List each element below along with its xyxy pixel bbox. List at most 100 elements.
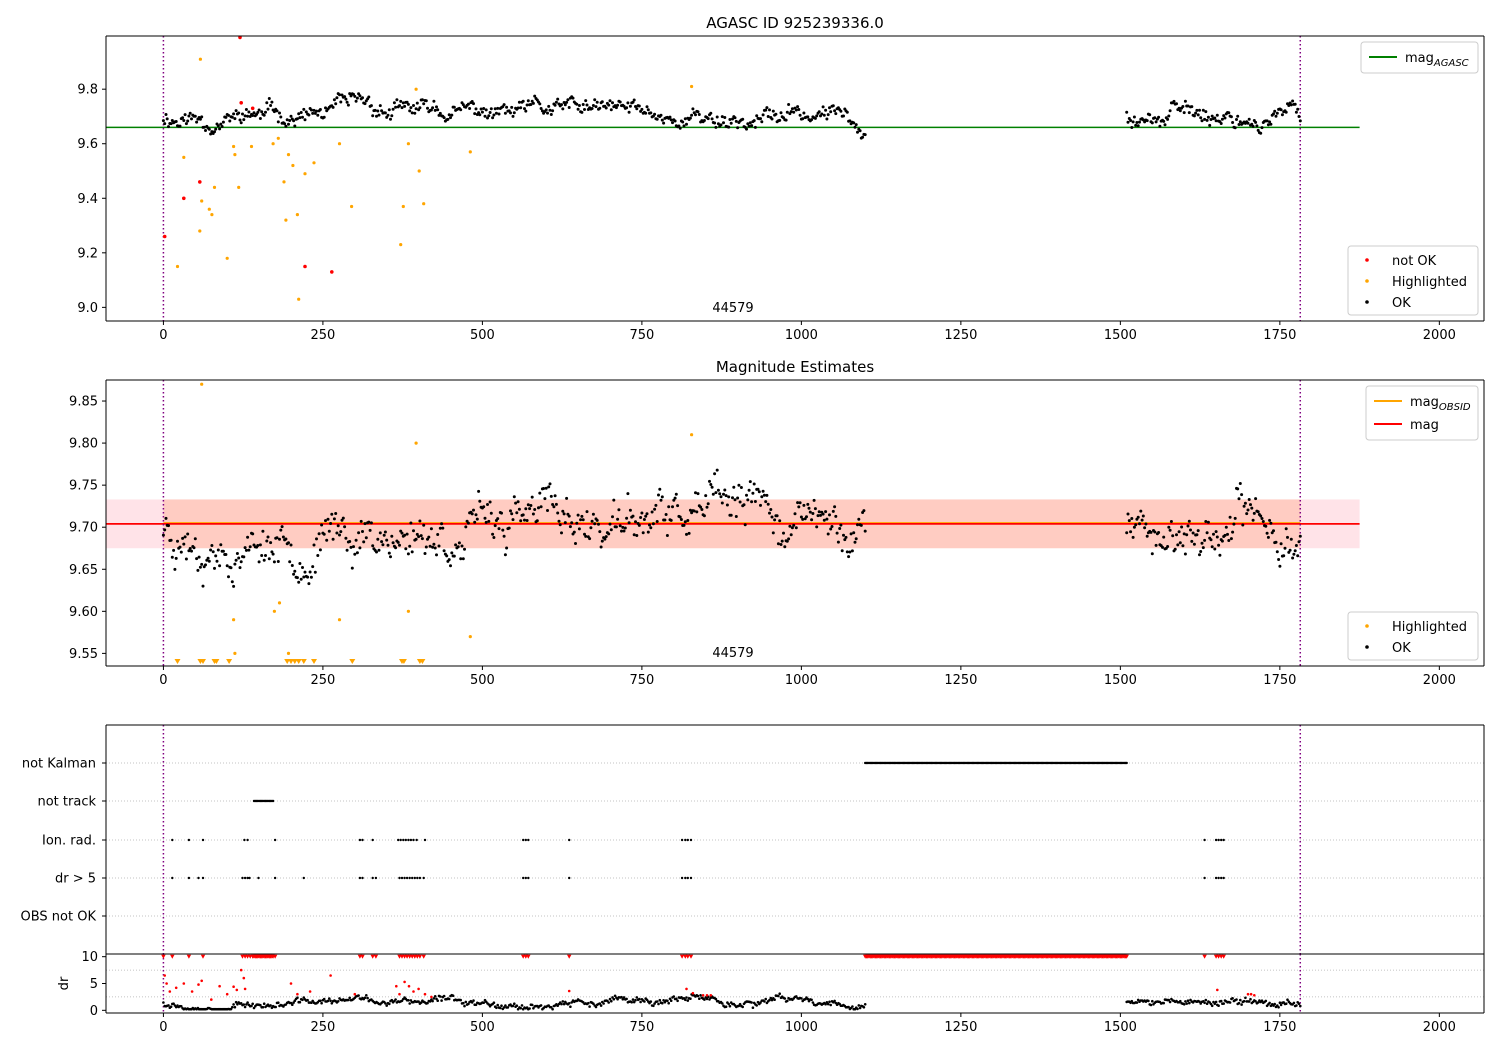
ok-point xyxy=(207,559,211,563)
ok-point xyxy=(553,103,557,107)
ok-point xyxy=(441,526,445,530)
dr-point xyxy=(516,1007,520,1011)
ok-point xyxy=(644,111,648,115)
flag-point xyxy=(1217,876,1220,880)
ok-point xyxy=(330,512,334,516)
ok-point xyxy=(487,519,491,523)
y-tick-label: 9.70 xyxy=(69,521,98,536)
highlighted-point xyxy=(401,204,405,209)
ok-point xyxy=(470,512,474,516)
ok-point xyxy=(1196,113,1200,117)
flag-point xyxy=(680,838,684,842)
ok-point xyxy=(1183,99,1187,103)
dr-point xyxy=(806,997,810,1001)
dr-point xyxy=(426,1001,429,1005)
flag-point xyxy=(416,876,419,880)
ok-point xyxy=(1254,497,1258,501)
x-tick-label: 1500 xyxy=(1104,673,1137,688)
ok-point xyxy=(230,580,234,584)
ok-point xyxy=(1186,524,1190,528)
ok-point xyxy=(1254,120,1258,124)
x-tick-label: 750 xyxy=(629,328,654,343)
ok-point xyxy=(181,116,185,120)
ok-point xyxy=(320,523,324,527)
flag-point xyxy=(1214,838,1218,842)
dr-point xyxy=(562,1002,566,1006)
ok-point xyxy=(517,100,521,104)
ok-point xyxy=(1268,120,1272,124)
x-tick-label: 0 xyxy=(159,673,167,688)
ok-point xyxy=(1279,108,1283,112)
ok-point xyxy=(209,132,213,136)
ok-point xyxy=(428,544,432,548)
dr-point xyxy=(824,1002,827,1006)
ok-point xyxy=(816,514,820,518)
ok-point xyxy=(221,120,225,124)
ok-point xyxy=(746,122,750,126)
ok-point xyxy=(1250,122,1254,126)
ok-point xyxy=(390,534,394,538)
dr-flagged-point xyxy=(691,991,695,995)
dr-point xyxy=(777,994,780,998)
dr-flagged-point xyxy=(296,992,299,996)
ok-point xyxy=(1217,543,1221,547)
ok-point xyxy=(1288,548,1292,552)
ok-point xyxy=(753,125,757,129)
ok-point xyxy=(529,504,533,507)
ok-point xyxy=(598,530,602,534)
ok-point xyxy=(193,114,197,118)
flag-point xyxy=(171,838,174,842)
ok-point xyxy=(1222,114,1226,118)
dr-point xyxy=(520,1004,524,1007)
ok-point xyxy=(190,549,193,553)
ok-point xyxy=(1223,533,1227,537)
dr-point xyxy=(167,1004,170,1007)
ok-point xyxy=(383,530,387,534)
ok-point xyxy=(406,552,410,556)
ok-point xyxy=(821,512,825,516)
ok-point xyxy=(552,505,556,509)
ok-point xyxy=(575,521,579,525)
ok-point xyxy=(802,503,806,507)
dr-flagged-point xyxy=(182,982,186,985)
ok-point xyxy=(1277,558,1281,561)
dr-point xyxy=(655,1000,659,1003)
ok-point xyxy=(815,525,819,529)
ok-point xyxy=(529,103,533,106)
dr-point xyxy=(1231,997,1234,1000)
ok-point xyxy=(218,564,222,568)
ok-point xyxy=(1227,111,1231,115)
ok-point xyxy=(822,113,826,117)
dr-point xyxy=(259,1003,262,1007)
ok-point xyxy=(1205,531,1209,535)
ok-point xyxy=(492,113,496,117)
ok-point xyxy=(715,468,719,472)
ok-point xyxy=(399,99,403,103)
ok-point xyxy=(799,515,803,519)
ok-point xyxy=(853,540,857,544)
ok-point xyxy=(512,111,516,115)
ok-point xyxy=(284,124,288,128)
ok-point xyxy=(761,489,765,493)
ok-point xyxy=(805,515,808,519)
ok-point xyxy=(316,113,320,117)
ok-point xyxy=(332,98,336,102)
ok-point xyxy=(579,518,583,522)
ok-point xyxy=(279,115,283,119)
ok-point xyxy=(826,113,830,117)
ok-point xyxy=(1161,545,1164,549)
dr-capped-marker xyxy=(360,954,365,959)
ok-point xyxy=(819,513,822,517)
ok-point xyxy=(856,523,859,527)
ok-point xyxy=(696,492,700,496)
ok-point xyxy=(478,113,482,117)
ok-point xyxy=(525,103,529,107)
ok-point xyxy=(524,109,528,113)
dr-point xyxy=(513,1002,516,1005)
ok-point xyxy=(720,501,724,505)
ok-point xyxy=(549,494,553,498)
ok-point xyxy=(350,566,354,570)
ok-point xyxy=(247,110,251,114)
dr-point xyxy=(769,996,773,1000)
ok-point xyxy=(380,540,384,544)
